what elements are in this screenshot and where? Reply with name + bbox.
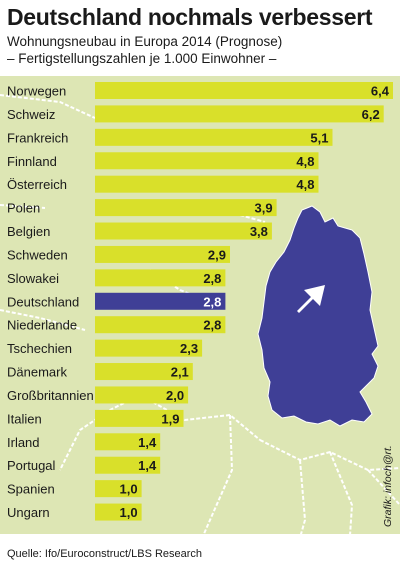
country-border-line (0, 309, 86, 331)
header-background (0, 0, 400, 76)
data-label: 2,1 (171, 365, 189, 380)
bar (95, 292, 226, 310)
category-label: Schweiz (7, 107, 55, 122)
bar (95, 128, 333, 146)
bar (95, 409, 184, 427)
data-label: 2,8 (203, 271, 221, 286)
category-label: Belgien (7, 224, 50, 239)
data-label: 6,4 (371, 84, 390, 99)
data-label: 2,0 (166, 388, 184, 403)
data-label: 2,8 (203, 318, 221, 333)
arrow-up-right-icon (297, 285, 325, 313)
category-label: Norwegen (7, 84, 66, 99)
bar (95, 105, 384, 123)
category-label: Tschechien (7, 341, 72, 356)
graphic-credit: Grafik: infoch@rt. (382, 445, 394, 527)
data-label: 5,1 (310, 130, 328, 145)
data-label: 1,0 (120, 505, 138, 520)
bar (95, 82, 393, 99)
category-label: Polen (7, 201, 40, 216)
country-border-line (0, 204, 46, 209)
category-label: Frankreich (7, 130, 68, 145)
category-label: Schweden (7, 247, 68, 262)
bar (95, 433, 161, 451)
bar (95, 245, 230, 263)
bar (95, 269, 226, 287)
data-label: 1,4 (138, 435, 157, 450)
bars-group: Norwegen 6,4 Schweiz 6,2 Frankreich 5,1 Finnla… (7, 82, 393, 521)
category-label: Österreich (7, 177, 67, 192)
data-label: 4,8 (296, 154, 314, 169)
footer-background (0, 534, 400, 566)
chart-title: Deutschland nochmals verbessert (7, 4, 373, 30)
bar (95, 386, 189, 404)
data-label: 1,4 (138, 458, 157, 473)
data-label: 1,0 (120, 482, 138, 497)
data-label: 6,2 (362, 107, 380, 122)
bar (95, 222, 272, 240)
bar (95, 152, 319, 170)
bar (95, 503, 142, 521)
bar (95, 339, 203, 357)
category-label: Slowakei (7, 271, 59, 286)
category-label: Deutschland (7, 294, 79, 309)
germany-map-shape (257, 205, 379, 427)
category-label: Finnland (7, 154, 57, 169)
bar (95, 363, 193, 381)
bar (95, 175, 319, 193)
data-label: 1,9 (161, 411, 179, 426)
data-label: 4,8 (296, 177, 314, 192)
category-label: Großbritannien (7, 388, 94, 403)
category-label: Ungarn (7, 505, 50, 520)
data-label: 2,9 (208, 247, 226, 262)
data-label: 3,8 (250, 224, 268, 239)
bar (95, 480, 142, 498)
chart-subtitle: Wohnungsneubau in Europa 2014 (Prognose) (7, 34, 282, 49)
data-label: 2,3 (180, 341, 198, 356)
country-border-line (239, 214, 266, 223)
chart-subtitle-unit: – Fertigstellungszahlen je 1.000 Einwohn… (7, 51, 277, 66)
category-label: Italien (7, 411, 42, 426)
category-label: Irland (7, 435, 40, 450)
source-note: Quelle: Ifo/Euroconstruct/LBS Research (7, 548, 202, 560)
category-label: Dänemark (7, 365, 67, 380)
category-label: Portugal (7, 458, 56, 473)
bar (95, 199, 277, 217)
data-label: 3,9 (255, 201, 273, 216)
data-label: 2,8 (203, 294, 221, 309)
bar (95, 316, 226, 334)
country-border-line (0, 94, 96, 119)
category-label: Niederlande (7, 318, 77, 333)
bar (95, 456, 161, 474)
category-label: Spanien (7, 482, 55, 497)
country-border-line (367, 469, 400, 506)
